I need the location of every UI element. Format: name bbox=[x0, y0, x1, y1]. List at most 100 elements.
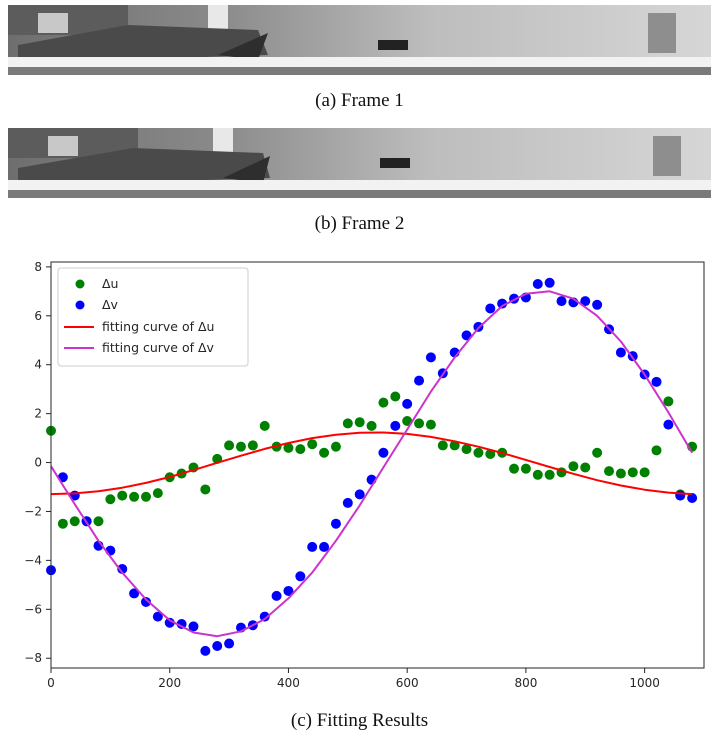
du-point bbox=[295, 444, 306, 455]
dv-point bbox=[271, 590, 282, 601]
frame-1-image bbox=[8, 5, 711, 75]
dv-point bbox=[117, 563, 128, 574]
du-point bbox=[390, 391, 401, 402]
frame-1-caption: (a) Frame 1 bbox=[315, 90, 404, 111]
du-point bbox=[532, 469, 543, 480]
dv-point bbox=[152, 611, 163, 622]
dv-point bbox=[188, 621, 199, 632]
dv-point bbox=[176, 618, 187, 629]
legend-marker-dv bbox=[75, 300, 85, 310]
dv-point bbox=[259, 611, 270, 622]
dv-point bbox=[544, 277, 555, 288]
du-point bbox=[117, 490, 128, 501]
du-point bbox=[604, 466, 615, 477]
du-point bbox=[378, 397, 389, 408]
dv-point bbox=[378, 447, 389, 458]
du-point bbox=[461, 444, 472, 455]
du-point bbox=[129, 491, 140, 502]
legend-label-dv: Δv bbox=[102, 297, 119, 312]
dv-point bbox=[651, 376, 662, 387]
dv-point bbox=[461, 330, 472, 341]
du-point bbox=[307, 439, 318, 450]
du-point bbox=[342, 418, 353, 429]
du-point bbox=[437, 440, 448, 451]
du-point bbox=[425, 419, 436, 430]
du-point bbox=[639, 467, 650, 478]
du-point bbox=[330, 441, 341, 452]
du-point bbox=[473, 447, 484, 458]
du-point bbox=[224, 440, 235, 451]
du-point bbox=[283, 442, 294, 453]
dv-point bbox=[200, 645, 211, 656]
dv-fit-curve bbox=[50, 290, 693, 638]
du-point bbox=[57, 518, 68, 529]
dv-point bbox=[140, 596, 151, 607]
frame-2-caption: (b) Frame 2 bbox=[314, 213, 405, 234]
du-point bbox=[105, 494, 116, 505]
y-tick-label: −2 bbox=[24, 504, 42, 518]
dv-point bbox=[342, 497, 353, 508]
legend-label-du-fit: fitting curve of Δu bbox=[102, 319, 214, 334]
du-point bbox=[319, 447, 330, 458]
du-point bbox=[152, 488, 163, 499]
fitting-results-chart: 0 200 400 600 800 1000 −8 −6 −4 −2 0 2 4 6 8 Δu Δv fit… bbox=[24, 260, 705, 690]
y-tick-label: −6 bbox=[24, 602, 42, 616]
x-tick-label: 400 bbox=[277, 676, 300, 690]
dv-point bbox=[129, 588, 140, 599]
du-point bbox=[615, 468, 626, 479]
du-point bbox=[663, 396, 674, 407]
dv-point bbox=[402, 398, 413, 409]
legend-box bbox=[57, 267, 249, 367]
du-point bbox=[520, 463, 531, 474]
y-tick-label: −4 bbox=[24, 553, 42, 567]
plot-frame bbox=[50, 261, 705, 669]
du-point bbox=[627, 467, 638, 478]
du-point bbox=[544, 469, 555, 480]
du-point bbox=[235, 441, 246, 452]
du-point bbox=[402, 415, 413, 426]
legend-marker-du bbox=[75, 279, 85, 289]
dv-point bbox=[663, 419, 674, 430]
du-point bbox=[93, 516, 104, 527]
du-point bbox=[449, 440, 460, 451]
dv-point bbox=[675, 490, 686, 501]
x-tick-label: 800 bbox=[514, 676, 537, 690]
dv-point bbox=[414, 375, 425, 386]
y-tick-label: 0 bbox=[34, 456, 42, 470]
frame-2-image bbox=[8, 128, 711, 198]
du-point bbox=[140, 491, 151, 502]
du-point bbox=[200, 484, 211, 495]
dv-point bbox=[556, 296, 567, 307]
dv-point bbox=[390, 420, 401, 431]
dv-point bbox=[354, 489, 365, 500]
legend: Δu Δv fitting curve of Δu fitting curve … bbox=[57, 267, 249, 367]
dv-point bbox=[224, 638, 235, 649]
dv-point bbox=[687, 493, 698, 504]
du-point bbox=[366, 420, 377, 431]
y-tick-label: −8 bbox=[24, 651, 42, 665]
dv-point bbox=[295, 571, 306, 582]
x-tick-label: 600 bbox=[396, 676, 419, 690]
dv-point bbox=[497, 298, 508, 309]
dv-point bbox=[307, 541, 318, 552]
du-point bbox=[414, 418, 425, 429]
legend-label-dv-fit: fitting curve of Δv bbox=[102, 340, 215, 355]
y-tick-label: 8 bbox=[34, 260, 42, 274]
dv-point bbox=[283, 585, 294, 596]
du-point bbox=[69, 516, 80, 527]
dv-point bbox=[485, 303, 496, 314]
y-tick-label: 6 bbox=[34, 309, 42, 323]
du-point bbox=[509, 463, 520, 474]
x-tick-label: 0 bbox=[47, 676, 55, 690]
du-point bbox=[259, 420, 270, 431]
x-tick-label: 200 bbox=[158, 676, 181, 690]
y-tick-label: 4 bbox=[34, 358, 42, 372]
dv-point bbox=[592, 299, 603, 310]
du-point bbox=[592, 447, 603, 458]
x-tick-label: 1000 bbox=[629, 676, 660, 690]
dv-point bbox=[164, 617, 175, 628]
dv-point bbox=[330, 518, 341, 529]
du-point bbox=[247, 440, 258, 451]
du-point bbox=[580, 462, 591, 473]
du-point bbox=[651, 445, 662, 456]
